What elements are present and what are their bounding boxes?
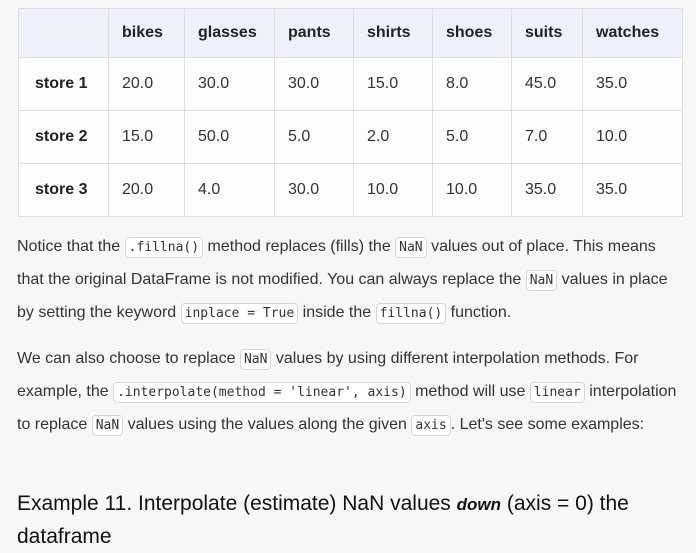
paragraph-text: method will use [410, 383, 530, 400]
table-cell: 30.0 [274, 163, 354, 217]
table-cell: 20.0 [108, 163, 185, 217]
row-label: store 2 [18, 110, 109, 164]
row-label: store 1 [18, 57, 109, 111]
interpolate-explanation-paragraph: We can also choose to replace NaN values… [17, 343, 682, 442]
paragraph-text: function. [446, 304, 512, 321]
column-header: glasses [184, 8, 275, 58]
table-cell: 35.0 [582, 57, 683, 111]
paragraph-text: values by using different interpolation … [17, 350, 639, 400]
heading-text: Example 11. Interpolate (estimate) NaN v… [17, 492, 457, 515]
table-cell: 8.0 [432, 57, 512, 111]
table-row: store 3 20.0 4.0 30.0 10.0 10.0 35.0 35.… [18, 163, 683, 217]
table-cell: 5.0 [274, 110, 354, 164]
inline-code: NaN [239, 349, 272, 370]
paragraph-text: values using the values along the given [123, 416, 412, 433]
table-cell: 35.0 [582, 163, 683, 217]
column-header: suits [511, 8, 583, 58]
table-corner-cell [18, 8, 109, 58]
column-header: bikes [108, 8, 185, 58]
paragraph-text: values out of place. This means that the… [17, 238, 656, 288]
inline-code: NaN [395, 237, 427, 258]
paragraph-text: Notice that the [17, 238, 125, 255]
table-cell: 15.0 [108, 110, 185, 164]
table-row: store 1 20.0 30.0 30.0 15.0 8.0 45.0 35.… [18, 57, 683, 111]
dataframe-table: bikes glasses pants shirts shoes suits w… [18, 8, 683, 217]
column-header: shoes [432, 8, 512, 58]
table-cell: 10.0 [432, 163, 512, 217]
inline-code: NaN [91, 415, 124, 436]
table-cell: 5.0 [432, 110, 512, 164]
table-cell: 10.0 [582, 110, 683, 164]
paragraph-text: . Let's see some examples: [450, 416, 645, 433]
table-cell: 45.0 [511, 57, 583, 111]
table-cell: 30.0 [274, 57, 354, 111]
inline-code: linear [529, 382, 585, 403]
example-heading: Example 11. Interpolate (estimate) NaN v… [17, 488, 666, 553]
table-row: store 2 15.0 50.0 5.0 2.0 5.0 7.0 10.0 [18, 110, 683, 164]
inline-code: inplace = True [180, 303, 299, 324]
paragraph-text: inside the [298, 304, 376, 321]
column-header: watches [582, 8, 683, 58]
table-cell: 10.0 [353, 163, 433, 217]
table-cell: 7.0 [511, 110, 583, 164]
table-header-row: bikes glasses pants shirts shoes suits w… [18, 8, 683, 58]
table-cell: 20.0 [108, 57, 185, 111]
table-cell: 50.0 [184, 110, 275, 164]
table-cell: 15.0 [353, 57, 433, 111]
paragraph-text: We can also choose to replace [17, 350, 240, 367]
inline-code: .interpolate(method = 'linear', axis) [113, 382, 411, 403]
row-label: store 3 [18, 163, 109, 217]
fillna-explanation-paragraph: Notice that the .fillna() method replace… [17, 231, 682, 330]
heading-emphasis: down [456, 495, 502, 514]
inline-code: .fillna() [124, 237, 204, 258]
inline-code: axis [411, 415, 451, 436]
table-cell: 2.0 [353, 110, 433, 164]
column-header: shirts [353, 8, 433, 58]
table-cell: 35.0 [511, 163, 583, 217]
paragraph-text: method replaces (fills) the [203, 238, 396, 255]
heading-text: (axis = 0) the dataframe [17, 492, 629, 548]
inline-code: fillna() [375, 303, 447, 324]
paragraph-text: interpolation to replace [17, 383, 677, 433]
column-header: pants [274, 8, 354, 58]
table-cell: 30.0 [184, 57, 275, 111]
table-cell: 4.0 [184, 163, 275, 217]
paragraph-text: values in place by setting the keyword [17, 271, 668, 321]
inline-code: NaN [525, 270, 558, 291]
